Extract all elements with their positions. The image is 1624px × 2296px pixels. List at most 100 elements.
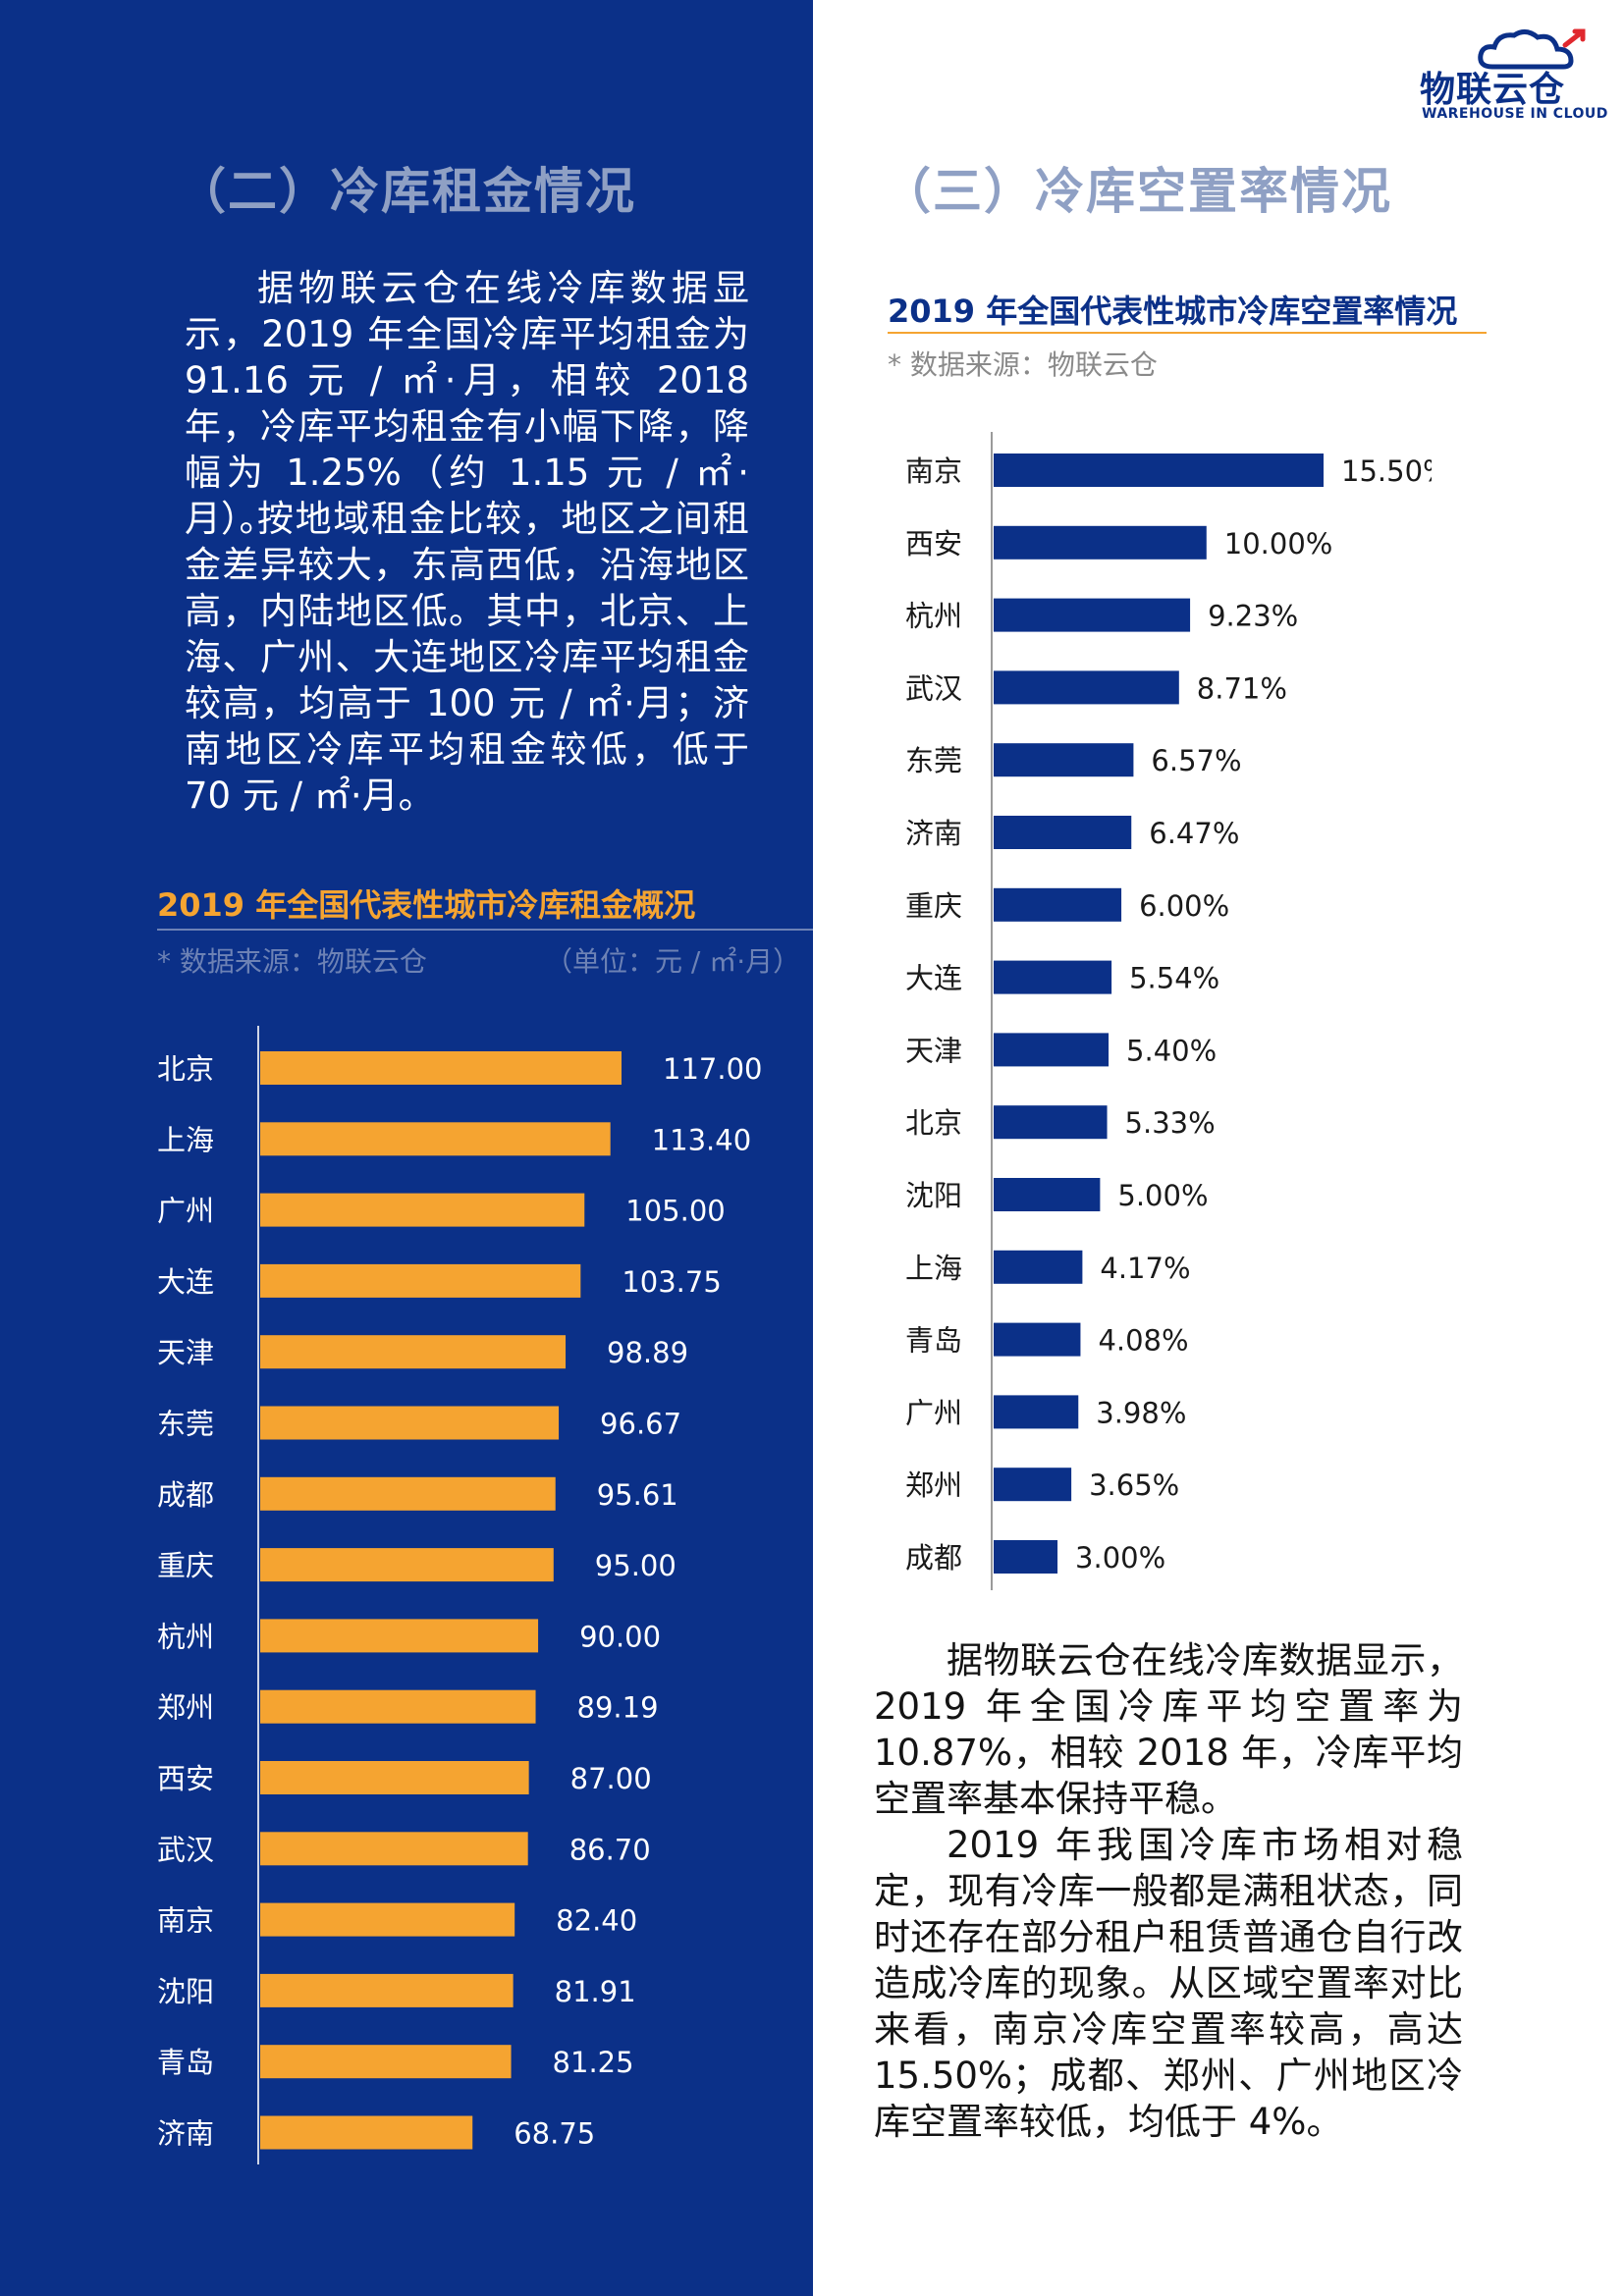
- vacancy-paragraph-1: 据物联云仓在线冷库数据显示，2019 年全国冷库平均空置率为 10.87%，相较…: [874, 1639, 1463, 1820]
- vacancy-data-label: 15.50%: [1341, 454, 1432, 488]
- rent-bar-chart: 北京 117.00 上海 113.40 广州 105.00 大连 103.75 天津 98.89 东…: [157, 1026, 762, 2164]
- vacancy-category-label: 济南: [905, 817, 962, 850]
- rent-data-label: 113.40: [652, 1123, 751, 1156]
- rent-bar: [260, 2045, 512, 2079]
- vacancy-category-label: 青岛: [905, 1324, 962, 1358]
- rent-bar: [260, 1973, 514, 2007]
- rent-data-label: 105.00: [625, 1195, 725, 1228]
- vacancy-bar: [994, 743, 1134, 777]
- vacancy-data-label: 3.98%: [1096, 1396, 1186, 1429]
- rent-bar: [260, 1476, 556, 1511]
- vacancy-bar: [994, 1250, 1083, 1284]
- cloud-warehouse-logo-icon: [1478, 28, 1586, 70]
- rent-category-label: 上海: [157, 1123, 214, 1156]
- rent-data-label: 86.70: [569, 1833, 651, 1866]
- rent-category-label: 青岛: [157, 2046, 214, 2079]
- vacancy-source-note: * 数据来源：物联云仓: [888, 348, 1158, 381]
- vacancy-category-label: 南京: [905, 454, 962, 488]
- rent-source-note: * 数据来源：物联云仓: [157, 945, 427, 978]
- rent-data-label: 89.19: [577, 1691, 659, 1725]
- rent-bar: [260, 2115, 473, 2150]
- vacancy-category-label: 郑州: [905, 1468, 962, 1502]
- vacancy-category-label: 重庆: [905, 889, 962, 923]
- rent-category-label: 东莞: [157, 1408, 214, 1441]
- vacancy-data-label: 6.57%: [1151, 744, 1241, 777]
- vacancy-bar: [994, 816, 1132, 849]
- rent-category-label: 重庆: [157, 1549, 214, 1582]
- vacancy-bar: [994, 670, 1179, 705]
- rent-bar: [260, 1832, 528, 1866]
- rent-bar: [260, 1689, 536, 1724]
- vacancy-bar: [994, 1468, 1072, 1502]
- rent-bar: [260, 1051, 622, 1085]
- vacancy-category-label: 成都: [905, 1541, 962, 1575]
- rent-data-label: 82.40: [556, 1904, 637, 1938]
- rent-bar: [260, 1335, 567, 1369]
- rent-data-label: 117.00: [663, 1052, 762, 1086]
- rent-bar: [260, 1619, 539, 1653]
- vacancy-bar: [994, 960, 1112, 994]
- vacancy-category-label: 大连: [905, 962, 962, 995]
- vacancy-data-label: 6.00%: [1139, 889, 1229, 923]
- vacancy-data-label: 4.08%: [1098, 1324, 1188, 1358]
- rent-paragraph-2: 按地域租金比较，地区之间租金差异较大，东高西低，沿海地区高，内陆地区低。其中，北…: [185, 498, 749, 817]
- rent-category-label: 大连: [157, 1265, 214, 1299]
- rent-category-label: 天津: [157, 1336, 214, 1369]
- logo-name-cn: 物联云仓: [1420, 70, 1566, 110]
- rent-data-label: 95.61: [597, 1478, 678, 1512]
- vacancy-bar-chart: 南京 15.50% 西安 10.00% 杭州 9.23% 武汉 8.71% 东莞 6.57% 济南 6…: [905, 432, 1432, 1590]
- rent-category-label: 武汉: [157, 1833, 214, 1866]
- rent-category-label: 西安: [157, 1762, 214, 1795]
- vacancy-data-label: 6.47%: [1149, 817, 1239, 850]
- vacancy-category-label: 西安: [905, 527, 962, 561]
- rent-category-label: 北京: [157, 1052, 214, 1086]
- rent-bar: [260, 1761, 529, 1794]
- vacancy-data-label: 5.33%: [1125, 1106, 1216, 1140]
- rent-data-label: 90.00: [579, 1620, 661, 1653]
- rent-bar: [260, 1902, 515, 1937]
- vacancy-data-label: 8.71%: [1197, 671, 1287, 705]
- rent-data-label: 81.25: [553, 2046, 634, 2079]
- left-panel: （二）冷库租金情况 据物联云仓在线冷库数据显示，2019 年全国冷库平均租金为 …: [0, 0, 813, 2296]
- vacancy-category-label: 杭州: [905, 600, 962, 633]
- rent-data-label: 98.89: [607, 1336, 688, 1369]
- vacancy-category-label: 天津: [905, 1034, 962, 1067]
- rent-data-label: 96.67: [600, 1408, 681, 1441]
- vacancy-category-label: 广州: [905, 1396, 962, 1429]
- rent-chart-title: 2019 年全国代表性城市冷库租金概况: [157, 886, 696, 924]
- logo-name-en: WAREHOUSE IN CLOUD: [1422, 106, 1608, 122]
- rent-category-label: 成都: [157, 1478, 214, 1512]
- rent-bar: [260, 1122, 611, 1156]
- rent-data-label: 95.00: [595, 1549, 677, 1582]
- vacancy-bar: [994, 1105, 1108, 1140]
- vacancy-bar: [994, 525, 1207, 560]
- vacancy-bar: [994, 1395, 1079, 1429]
- rent-data-label: 68.75: [514, 2117, 595, 2151]
- rent-bar: [260, 1548, 554, 1582]
- rent-data-label: 81.91: [555, 1975, 636, 2008]
- rent-category-label: 郑州: [157, 1691, 214, 1725]
- rent-category-label: 南京: [157, 1904, 214, 1938]
- vacancy-category-label: 武汉: [905, 671, 962, 705]
- rent-paragraph-1: 据物联云仓在线冷库数据显示，2019 年全国冷库平均租金为 91.16 元 / …: [185, 267, 749, 540]
- vacancy-data-label: 3.65%: [1089, 1468, 1179, 1502]
- rent-category-label: 广州: [157, 1195, 214, 1228]
- rent-bar: [260, 1406, 560, 1440]
- rent-data-label: 103.75: [622, 1265, 721, 1299]
- vacancy-category-label: 东莞: [905, 744, 962, 777]
- vacancy-data-label: 10.00%: [1224, 527, 1333, 561]
- vacancy-data-label: 9.23%: [1208, 600, 1298, 633]
- vacancy-bar: [994, 1540, 1058, 1574]
- rent-data-label: 87.00: [570, 1762, 652, 1795]
- rent-category-label: 杭州: [157, 1620, 214, 1653]
- vacancy-data-label: 5.40%: [1126, 1034, 1217, 1067]
- vacancy-bar: [994, 454, 1324, 487]
- vacancy-bar: [994, 887, 1122, 922]
- section-title-rent: （二）冷库租金情况: [177, 163, 636, 220]
- vacancy-data-label: 4.17%: [1100, 1252, 1190, 1285]
- vacancy-bar: [994, 1322, 1081, 1357]
- vacancy-bar: [994, 1033, 1110, 1067]
- vacancy-chart-title: 2019 年全国代表性城市冷库空置率情况: [888, 293, 1458, 330]
- vacancy-category-label: 北京: [905, 1106, 962, 1140]
- vacancy-data-label: 5.00%: [1117, 1179, 1208, 1212]
